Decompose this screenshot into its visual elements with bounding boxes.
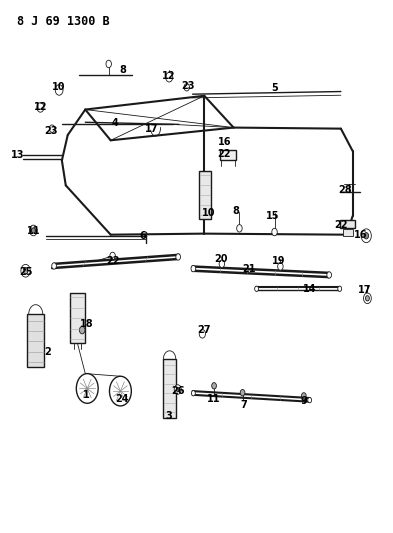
Circle shape xyxy=(174,385,181,394)
Circle shape xyxy=(237,224,242,232)
Text: 16: 16 xyxy=(218,137,231,147)
Circle shape xyxy=(31,228,35,233)
Circle shape xyxy=(361,229,371,243)
Text: 26: 26 xyxy=(171,386,185,396)
Text: 8: 8 xyxy=(119,66,126,75)
Text: 9: 9 xyxy=(300,396,307,406)
Text: 2: 2 xyxy=(44,348,51,358)
Text: 18: 18 xyxy=(80,319,93,329)
Text: 19: 19 xyxy=(272,256,285,266)
Bar xyxy=(27,314,44,367)
Circle shape xyxy=(212,383,217,389)
Text: 20: 20 xyxy=(214,254,228,264)
Circle shape xyxy=(219,260,224,268)
Circle shape xyxy=(176,387,179,392)
Circle shape xyxy=(21,264,30,277)
Ellipse shape xyxy=(176,254,180,260)
Circle shape xyxy=(199,329,206,338)
Circle shape xyxy=(50,125,55,132)
Circle shape xyxy=(29,225,37,236)
Bar xyxy=(70,293,84,343)
Text: 17: 17 xyxy=(358,285,372,295)
Circle shape xyxy=(110,252,115,260)
Text: 10: 10 xyxy=(52,82,66,92)
Ellipse shape xyxy=(308,398,312,403)
Circle shape xyxy=(37,103,44,112)
Ellipse shape xyxy=(52,263,57,269)
Text: 11: 11 xyxy=(27,226,40,236)
Text: 4: 4 xyxy=(111,118,118,128)
Circle shape xyxy=(240,390,245,396)
Text: 16: 16 xyxy=(354,230,367,240)
Bar xyxy=(340,220,355,228)
Circle shape xyxy=(364,293,371,304)
Text: 25: 25 xyxy=(19,267,32,277)
Text: 23: 23 xyxy=(44,126,58,136)
Text: 5: 5 xyxy=(271,83,278,93)
Text: 22: 22 xyxy=(334,220,348,230)
Circle shape xyxy=(278,263,283,270)
Text: 12: 12 xyxy=(162,70,175,80)
Circle shape xyxy=(79,326,85,334)
Circle shape xyxy=(272,228,277,236)
Circle shape xyxy=(166,72,173,82)
Text: 13: 13 xyxy=(11,150,24,160)
Circle shape xyxy=(106,60,112,68)
Ellipse shape xyxy=(191,265,196,272)
Bar xyxy=(343,229,353,236)
Circle shape xyxy=(110,376,131,406)
Ellipse shape xyxy=(191,391,195,396)
Text: 28: 28 xyxy=(338,184,352,195)
Text: 8 J 69 1300 B: 8 J 69 1300 B xyxy=(17,14,110,28)
Text: 11: 11 xyxy=(208,394,221,404)
Text: 12: 12 xyxy=(34,102,47,112)
Text: 8: 8 xyxy=(232,206,239,216)
Circle shape xyxy=(184,84,189,91)
Ellipse shape xyxy=(255,286,259,292)
Bar xyxy=(163,359,176,418)
Circle shape xyxy=(364,232,369,239)
Circle shape xyxy=(23,268,28,274)
Text: 7: 7 xyxy=(240,400,247,410)
Text: 24: 24 xyxy=(115,394,129,404)
Ellipse shape xyxy=(327,272,332,278)
Bar xyxy=(220,150,236,160)
Text: 10: 10 xyxy=(202,208,215,219)
Text: 23: 23 xyxy=(181,81,195,91)
Text: 21: 21 xyxy=(242,264,256,273)
Circle shape xyxy=(76,374,98,403)
Ellipse shape xyxy=(338,286,342,292)
Text: 22: 22 xyxy=(217,149,231,159)
Text: 14: 14 xyxy=(303,284,316,294)
Circle shape xyxy=(55,85,63,95)
Text: 17: 17 xyxy=(145,124,158,134)
Circle shape xyxy=(301,393,306,399)
Text: 27: 27 xyxy=(197,325,210,335)
Bar xyxy=(199,171,211,219)
Text: 6: 6 xyxy=(139,231,146,241)
Text: 1: 1 xyxy=(83,390,90,400)
Text: 3: 3 xyxy=(166,411,173,421)
Text: 22: 22 xyxy=(106,256,119,266)
Text: 15: 15 xyxy=(266,211,279,221)
Circle shape xyxy=(365,296,369,301)
